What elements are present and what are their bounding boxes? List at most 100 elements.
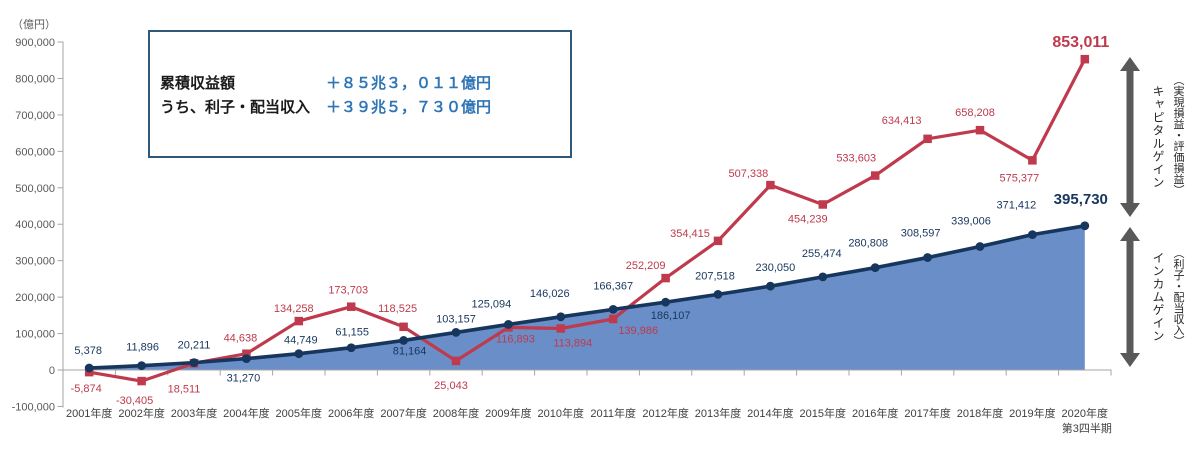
total-return-label-2012年度: 252,209 bbox=[626, 260, 666, 272]
total-return-label-2008年度: 25,043 bbox=[434, 380, 468, 392]
income-gain-range-arrow bbox=[1120, 227, 1140, 367]
income-label-2013年度: 207,518 bbox=[695, 270, 735, 282]
income-label-2019年度: 371,412 bbox=[997, 200, 1037, 212]
x-axis-label-2006年度: 2006年度 bbox=[328, 406, 374, 420]
income-label-2008年度: 103,157 bbox=[436, 313, 476, 325]
income-label-2017年度: 308,597 bbox=[901, 228, 941, 240]
income-point-2007年度 bbox=[399, 336, 408, 345]
income-point-2004年度 bbox=[242, 354, 251, 364]
total-return-label-2018年度: 658,208 bbox=[955, 107, 995, 119]
income-point-2014年度 bbox=[766, 281, 775, 291]
total-return-point-2012年度 bbox=[661, 273, 670, 283]
total-return-label-2005年度: 134,258 bbox=[274, 303, 314, 315]
total-return-label-2009年度: 116,893 bbox=[496, 333, 535, 345]
total-return-point-2019年度 bbox=[1028, 156, 1037, 165]
y-axis-tick-label: 0 bbox=[49, 365, 55, 377]
income-gain-label: インカムゲイン bbox=[1151, 251, 1165, 343]
income-label-2006年度: 61,155 bbox=[335, 327, 369, 339]
y-axis-tick-label: -100,000 bbox=[12, 401, 55, 413]
total-return-label-2001年度: -5,874 bbox=[71, 383, 102, 395]
income-label-2002年度: 11,896 bbox=[126, 342, 159, 354]
x-axis-label-2013年度: 2013年度 bbox=[695, 406, 741, 420]
capital-gain-range-arrow bbox=[1120, 57, 1140, 217]
income-point-2010年度 bbox=[556, 312, 566, 322]
income-point-2016年度 bbox=[870, 263, 880, 273]
x-axis-label-2003年度: 2003年度 bbox=[171, 406, 217, 420]
income-point-2008年度 bbox=[451, 328, 461, 337]
total-return-label-2015年度: 454,239 bbox=[788, 213, 828, 225]
x-axis-label-2002年度: 2002年度 bbox=[118, 406, 164, 420]
y-axis-tick-label: 300,000 bbox=[15, 256, 55, 268]
x-axis-label-2010年度: 2010年度 bbox=[538, 406, 584, 420]
income-point-2013年度 bbox=[713, 289, 723, 299]
income-point-2009年度 bbox=[504, 320, 513, 329]
total-return-point-2007年度 bbox=[399, 322, 408, 332]
income-point-2002年度 bbox=[137, 361, 147, 371]
income-point-2003年度 bbox=[189, 358, 199, 368]
x-axis-label-2008年度: 2008年度 bbox=[433, 406, 479, 420]
income-label-2009年度: 125,094 bbox=[472, 298, 512, 310]
income-label-2016年度: 280,808 bbox=[848, 238, 888, 250]
x-axis-label-2007年度: 2007年度 bbox=[380, 406, 426, 420]
capital-gain-label: キャピタルゲイン bbox=[1151, 85, 1165, 189]
income-label-2001年度: 5,378 bbox=[74, 345, 102, 357]
income-label-2005年度: 44,749 bbox=[284, 335, 318, 347]
y-axis-unit-label: （億円） bbox=[12, 19, 56, 31]
summary-box: 累積収益額 ＋８５兆３，０１１億円 うち、利子・配当収入 ＋３９兆５，７３０億円 bbox=[148, 30, 572, 158]
total-return-point-2006年度 bbox=[346, 302, 356, 311]
total-return-label-2013年度: 354,415 bbox=[670, 228, 710, 240]
income-label-2010年度: 146,026 bbox=[530, 288, 570, 300]
total-return-label-2007年度: 118,525 bbox=[378, 303, 417, 315]
income-point-2011年度 bbox=[608, 304, 618, 314]
total-return-point-2010年度 bbox=[556, 324, 566, 333]
total-return-point-2014年度 bbox=[766, 180, 775, 190]
x-axis-label-2016年度: 2016年度 bbox=[852, 406, 898, 420]
y-axis-tick-label: 100,000 bbox=[15, 329, 55, 341]
x-axis-label-2012年度: 2012年度 bbox=[642, 406, 688, 420]
total-return-label-2002年度: -30,405 bbox=[116, 395, 153, 407]
income-label-2015年度: 255,474 bbox=[802, 248, 842, 260]
total-return-label-2019年度: 575,377 bbox=[1000, 172, 1040, 184]
total-return-point-2020年度 bbox=[1080, 54, 1090, 64]
income-label-2004年度: 31,270 bbox=[227, 373, 261, 385]
summary-income-value: ＋３９兆５，７３０億円 bbox=[326, 99, 492, 116]
y-axis-tick-label: 200,000 bbox=[15, 292, 55, 304]
x-axis-label-note: 第3四半期 bbox=[1062, 421, 1112, 435]
income-point-2020年度 bbox=[1080, 221, 1090, 231]
total-return-label-2014年度: 507,338 bbox=[729, 168, 769, 180]
income-label-2014年度: 230,050 bbox=[756, 262, 796, 274]
summary-total-value: ＋８５兆３，０１１億円 bbox=[326, 75, 492, 92]
x-axis-label-2017年度: 2017年度 bbox=[904, 406, 950, 420]
x-axis-label-2001年度: 2001年度 bbox=[66, 406, 112, 420]
total-return-point-2002年度 bbox=[137, 376, 146, 386]
total-return-point-2004年度 bbox=[242, 349, 251, 358]
total-return-line bbox=[88, 58, 1087, 383]
total-return-label-2017年度: 634,413 bbox=[882, 115, 922, 127]
y-axis-tick-label: 500,000 bbox=[15, 183, 55, 195]
x-axis-label-2009年度: 2009年度 bbox=[485, 406, 531, 420]
income-point-2019年度 bbox=[1028, 230, 1037, 240]
total-return-label-2006年度: 173,703 bbox=[328, 285, 368, 297]
total-return-label-2004年度: 44,638 bbox=[224, 333, 258, 345]
income-point-2005年度 bbox=[294, 349, 304, 359]
y-axis-tick-label: 400,000 bbox=[15, 219, 55, 231]
capital-gain-sub-label: （実現損益・評価損益） bbox=[1172, 74, 1184, 196]
y-axis-tick-label: 600,000 bbox=[15, 146, 55, 158]
x-axis-label-2005年度: 2005年度 bbox=[276, 406, 322, 420]
total-return-label-2020年度: 853,011 bbox=[1052, 34, 1109, 51]
y-axis-tick-label: 800,000 bbox=[15, 73, 55, 85]
income-area-fill bbox=[89, 225, 1085, 370]
total-return-point-2016年度 bbox=[870, 171, 880, 180]
y-axis-tick-label: 700,000 bbox=[15, 110, 55, 122]
income-label-2012年度: 186,107 bbox=[651, 310, 691, 322]
summary-row-total: 累積収益額 ＋８５兆３，０１１億円 bbox=[160, 72, 570, 96]
total-return-label-2003年度: 18,511 bbox=[168, 383, 201, 395]
x-axis-label-2011年度: 2011年度 bbox=[590, 406, 636, 420]
total-return-point-2011年度 bbox=[608, 314, 618, 324]
income-label-2011年度: 166,367 bbox=[593, 280, 633, 292]
total-return-point-2018年度 bbox=[975, 125, 985, 135]
total-return-point-2005年度 bbox=[294, 316, 304, 326]
total-return-label-2016年度: 533,603 bbox=[836, 153, 876, 165]
income-label-2020年度: 395,730 bbox=[1054, 191, 1108, 208]
